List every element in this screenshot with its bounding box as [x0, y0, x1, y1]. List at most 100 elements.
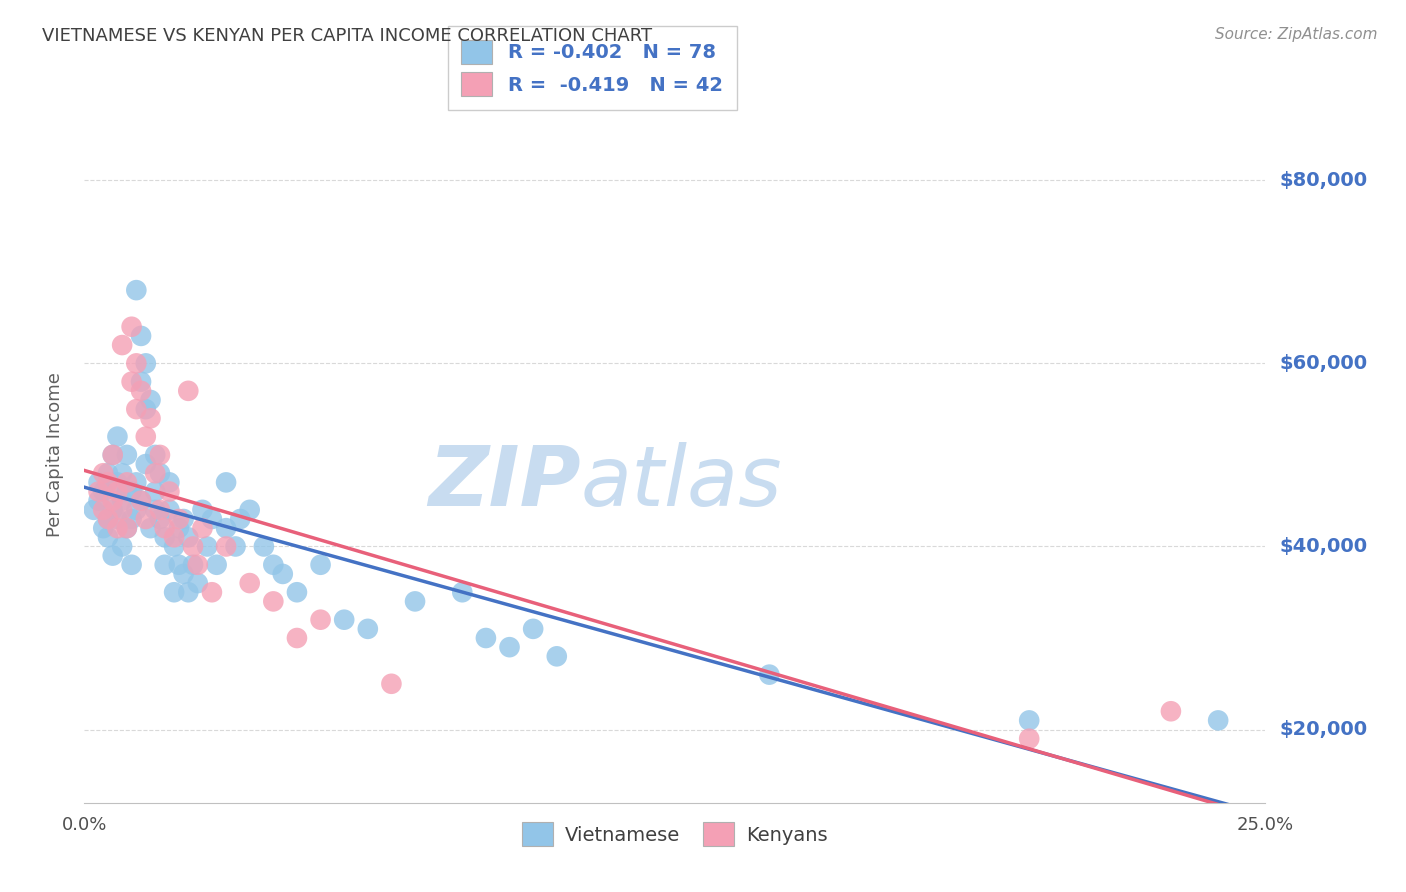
Text: $20,000: $20,000 — [1279, 720, 1368, 739]
Point — [1018, 714, 1040, 728]
Point — [121, 375, 143, 389]
Point — [309, 613, 332, 627]
Point — [135, 402, 157, 417]
Point — [163, 540, 186, 554]
Point — [129, 493, 152, 508]
Point — [125, 283, 148, 297]
Point — [181, 558, 204, 572]
Point — [475, 631, 498, 645]
Text: Source: ZipAtlas.com: Source: ZipAtlas.com — [1215, 27, 1378, 42]
Point — [163, 530, 186, 544]
Point — [498, 640, 520, 655]
Point — [135, 457, 157, 471]
Point — [129, 375, 152, 389]
Point — [187, 558, 209, 572]
Point — [451, 585, 474, 599]
Point — [1206, 714, 1229, 728]
Point — [101, 493, 124, 508]
Point — [181, 540, 204, 554]
Point — [380, 677, 402, 691]
Point — [139, 411, 162, 425]
Point — [143, 484, 166, 499]
Point — [153, 530, 176, 544]
Point — [115, 475, 138, 490]
Point — [309, 558, 332, 572]
Point — [153, 558, 176, 572]
Point — [758, 667, 780, 681]
Point — [115, 484, 138, 499]
Text: atlas: atlas — [581, 442, 782, 524]
Text: $40,000: $40,000 — [1279, 537, 1368, 556]
Point — [125, 475, 148, 490]
Point — [191, 521, 214, 535]
Point — [239, 503, 262, 517]
Point — [157, 503, 180, 517]
Point — [107, 484, 129, 499]
Point — [333, 613, 356, 627]
Point — [163, 585, 186, 599]
Point — [167, 558, 190, 572]
Point — [115, 448, 138, 462]
Point — [143, 467, 166, 481]
Point — [187, 576, 209, 591]
Point — [157, 484, 180, 499]
Point — [135, 429, 157, 443]
Point — [101, 503, 124, 517]
Point — [177, 585, 200, 599]
Point — [121, 484, 143, 499]
Point — [97, 467, 120, 481]
Point — [107, 521, 129, 535]
Point — [115, 521, 138, 535]
Point — [91, 521, 114, 535]
Point — [87, 484, 110, 499]
Legend: Vietnamese, Kenyans: Vietnamese, Kenyans — [512, 813, 838, 855]
Point — [111, 338, 134, 352]
Point — [87, 475, 110, 490]
Point — [149, 503, 172, 517]
Point — [121, 558, 143, 572]
Point — [111, 540, 134, 554]
Point — [1160, 704, 1182, 718]
Point — [111, 503, 134, 517]
Y-axis label: Per Capita Income: Per Capita Income — [45, 373, 63, 537]
Point — [177, 530, 200, 544]
Point — [149, 512, 172, 526]
Point — [262, 594, 284, 608]
Point — [546, 649, 568, 664]
Point — [215, 521, 238, 535]
Point — [139, 521, 162, 535]
Point — [91, 484, 114, 499]
Point — [143, 448, 166, 462]
Point — [191, 503, 214, 517]
Point — [121, 512, 143, 526]
Point — [205, 558, 228, 572]
Point — [285, 585, 308, 599]
Point — [149, 467, 172, 481]
Point — [173, 566, 195, 581]
Point — [215, 540, 238, 554]
Point — [239, 576, 262, 591]
Point — [91, 503, 114, 517]
Point — [253, 540, 276, 554]
Point — [357, 622, 380, 636]
Text: ZIP: ZIP — [427, 442, 581, 524]
Point — [125, 503, 148, 517]
Point — [177, 384, 200, 398]
Point — [167, 512, 190, 526]
Point — [135, 356, 157, 370]
Point — [139, 392, 162, 407]
Point — [125, 402, 148, 417]
Point — [83, 503, 105, 517]
Point — [107, 429, 129, 443]
Point — [201, 512, 224, 526]
Point — [135, 512, 157, 526]
Point — [111, 493, 134, 508]
Point — [157, 475, 180, 490]
Text: $80,000: $80,000 — [1279, 170, 1368, 190]
Point — [149, 448, 172, 462]
Point — [173, 512, 195, 526]
Text: $60,000: $60,000 — [1279, 354, 1368, 373]
Point — [404, 594, 426, 608]
Point — [91, 467, 114, 481]
Point — [101, 448, 124, 462]
